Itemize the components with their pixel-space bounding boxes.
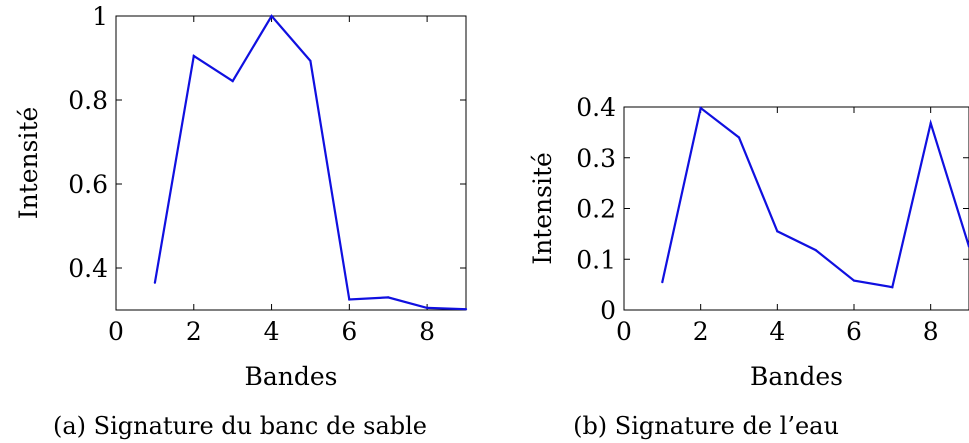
data-point — [776, 230, 778, 232]
data-point — [930, 122, 932, 124]
plot-frame — [116, 16, 466, 310]
data-point — [270, 15, 272, 17]
x-tick-label: 0 — [108, 317, 124, 346]
y-tick-label: 0.4 — [68, 254, 108, 283]
data-point — [348, 298, 350, 300]
x-tick-label: 6 — [846, 317, 862, 346]
x-tick-label: 8 — [923, 317, 939, 346]
data-point — [700, 107, 702, 109]
data-point — [853, 279, 855, 281]
data-point — [891, 286, 893, 288]
data-point — [815, 249, 817, 251]
y-tick-labels: 0 0.1 0.2 0.3 0.4 — [576, 93, 616, 325]
x-tick-labels: 0 2 4 6 8 — [616, 317, 939, 346]
x-tick-label: 0 — [616, 317, 632, 346]
data-point — [387, 296, 389, 298]
y-tick-labels: 0.4 0.6 0.8 1 — [68, 2, 108, 283]
tick-marks — [116, 16, 466, 310]
chart-sand-bank: 0 2 4 6 8 0.4 0.6 0.8 1 Bandes Intensité (a) Si… — [14, 2, 467, 440]
data-point — [309, 60, 311, 62]
data-points — [661, 107, 969, 288]
y-tick-label: 0.6 — [68, 170, 108, 199]
data-point — [661, 281, 663, 283]
x-tick-label: 6 — [341, 317, 357, 346]
x-tick-label: 2 — [693, 317, 709, 346]
x-tick-label: 2 — [186, 317, 202, 346]
caption: (a) Signature du banc de sable — [53, 412, 427, 440]
x-tick-label: 8 — [419, 317, 435, 346]
y-axis-label: Intensité — [528, 152, 557, 265]
tick-marks — [624, 107, 969, 310]
y-axis-label: Intensité — [14, 107, 43, 220]
y-tick-label: 0.3 — [576, 144, 616, 173]
data-point — [193, 55, 195, 57]
y-tick-label: 0.4 — [576, 93, 616, 122]
x-tick-label: 4 — [769, 317, 785, 346]
data-point — [738, 136, 740, 138]
caption: (b) Signature de l’eau — [573, 412, 839, 440]
x-tick-label: 4 — [264, 317, 280, 346]
x-tick-labels: 0 2 4 6 8 — [108, 317, 435, 346]
data-point — [465, 308, 467, 310]
y-tick-label: 0 — [600, 296, 616, 325]
data-point — [154, 282, 156, 284]
plot-frame — [624, 107, 969, 310]
y-tick-label: 1 — [92, 2, 108, 31]
data-point — [232, 80, 234, 82]
x-axis-label: Bandes — [244, 362, 337, 391]
data-point — [426, 307, 428, 309]
y-tick-label: 0.8 — [68, 86, 108, 115]
y-tick-label: 0.1 — [576, 245, 616, 274]
series-line — [662, 108, 969, 287]
x-axis-label: Bandes — [750, 362, 843, 391]
chart-water: 0 2 4 6 8 0 0.1 0.2 0.3 0.4 Bandes Intensité (b)… — [528, 93, 969, 440]
y-tick-label: 0.2 — [576, 195, 616, 224]
